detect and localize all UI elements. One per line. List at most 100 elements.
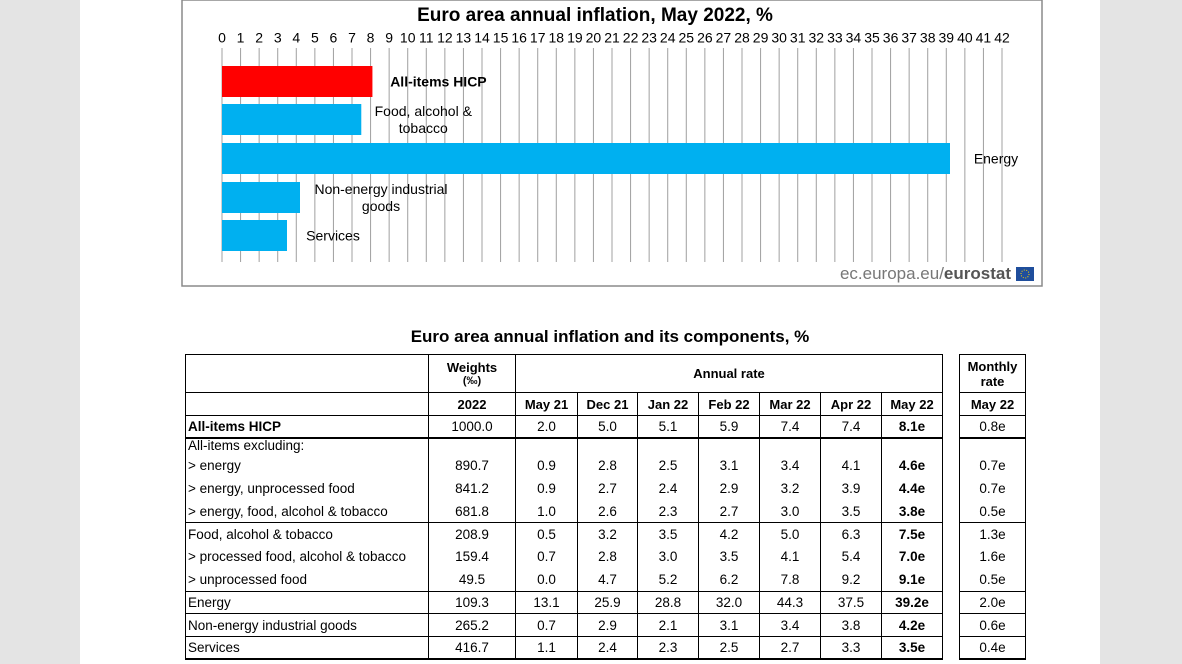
header-monthly: Monthly rate (959, 354, 1026, 393)
table-row: > energy, unprocessed food 841.2 0.9 2.7 2.4… (185, 477, 1026, 500)
annual-rate-cell: 3.2 (759, 477, 821, 500)
weight-cell: 109.3 (428, 590, 516, 614)
x-tick-label: 29 (753, 30, 769, 46)
annual-rate-cell: 3.0 (759, 499, 821, 523)
source: ec.europa.eu/eurostat (840, 264, 1011, 283)
annual-rate-cell: 1.0 (515, 499, 578, 523)
x-tick-label: 21 (604, 30, 620, 46)
row-label: > energy, food, alcohol & tobacco (185, 499, 429, 523)
row-label: Services (185, 636, 429, 661)
spacer (943, 500, 960, 523)
row-label: All-items HICP (185, 415, 429, 440)
x-tick-label: 24 (660, 30, 676, 46)
annual-rate-cell: 4.1 (820, 454, 882, 478)
annual-rate-cell: 2.8 (577, 545, 638, 569)
monthly-rate-cell: 0.8e (959, 415, 1026, 440)
empty-cell (881, 438, 943, 455)
annual-rate-cell: 0.9 (515, 454, 578, 478)
annual-rate-cell: 2.0 (515, 415, 578, 440)
annual-rate-cell: 5.0 (759, 522, 821, 546)
empty-cell (637, 438, 699, 455)
row-label: > unprocessed food (185, 568, 429, 592)
spacer (943, 545, 960, 568)
empty-cell (820, 438, 882, 455)
x-tick-label: 7 (348, 30, 356, 46)
row-label: All-items excluding: (185, 438, 429, 455)
source-domain: ec.europa.eu/ (840, 264, 944, 283)
annual-rate-cell: 25.9 (577, 590, 638, 614)
monthly-rate-cell: 1.6e (959, 545, 1026, 569)
empty-cell (959, 438, 1026, 455)
spacer (943, 523, 960, 546)
x-tick-label: 30 (771, 30, 787, 46)
x-tick-label: 15 (493, 30, 509, 46)
annual-rate-cell: 3.8 (820, 613, 882, 637)
row-label: > processed food, alcohol & tobacco (185, 545, 429, 569)
x-tick-label: 25 (678, 30, 694, 46)
monthly-rate-cell: 0.7e (959, 454, 1026, 478)
annual-rate-cell: 7.0e (881, 545, 943, 569)
header-monthly-period: May 22 (959, 392, 1026, 416)
x-tick-label: 19 (567, 30, 583, 46)
annual-rate-cell: 3.8e (881, 499, 943, 523)
table: Weights (‰) Annual rate Monthly rate 2022 May… (185, 354, 1026, 661)
row-label: Non-energy industrial goods (185, 613, 429, 637)
bar (222, 66, 373, 97)
annual-rate-cell: 3.9 (820, 477, 882, 500)
weight-cell: 49.5 (428, 568, 516, 592)
annual-rate-cell: 2.7 (577, 477, 638, 500)
category-label: Non-energy industrial goods (314, 180, 448, 214)
annual-rate-cell: 2.9 (698, 477, 760, 500)
header-period: Jan 22 (637, 392, 699, 416)
annual-rate-cell: 2.4 (637, 477, 699, 500)
monthly-rate-cell: 0.6e (959, 613, 1026, 637)
annual-rate-cell: 3.4 (759, 613, 821, 637)
category-label: Food, alcohol & tobacco (374, 102, 472, 136)
annual-rate-cell: 28.8 (637, 590, 699, 614)
x-tick-label: 33 (827, 30, 843, 46)
x-tick-label: 34 (846, 30, 862, 46)
x-tick-label: 38 (920, 30, 936, 46)
header-row: 2022 May 21 Dec 21 Jan 22 Feb 22 Mar 22 Apr 22… (185, 392, 1026, 416)
annual-rate-cell: 4.6e (881, 454, 943, 478)
annual-rate-cell: 4.4e (881, 477, 943, 500)
table-row: All-items excluding: (185, 438, 1026, 455)
row-label: > energy (185, 454, 429, 478)
x-tick-label: 18 (548, 30, 564, 46)
annual-rate-cell: 0.7 (515, 613, 578, 637)
spacer (943, 355, 960, 393)
annual-rate-cell: 2.6 (577, 499, 638, 523)
spacer (943, 637, 960, 660)
table-row: Energy 109.3 13.1 25.9 28.8 32.0 44.3 37.5 39.2e… (185, 590, 1026, 614)
x-tick-label: 28 (734, 30, 750, 46)
annual-rate-cell: 4.7 (577, 568, 638, 592)
weight-cell: 841.2 (428, 477, 516, 500)
bar (222, 104, 362, 135)
category-label: Services (306, 227, 360, 243)
annual-rate-cell: 7.4 (820, 415, 882, 440)
monthly-rate-cell: 2.0e (959, 590, 1026, 614)
monthly-rate-cell: 0.5e (959, 568, 1026, 592)
annual-rate-cell: 4.2e (881, 613, 943, 637)
x-tick-label: 22 (623, 30, 639, 46)
annual-rate-cell: 6.3 (820, 522, 882, 546)
header-cell (185, 392, 429, 416)
source-brand: eurostat (944, 264, 1011, 283)
flag (1016, 267, 1034, 281)
x-tick-label: 23 (641, 30, 657, 46)
annual-rate-cell: 3.0 (637, 545, 699, 569)
empty-cell (698, 438, 760, 455)
table-row: > processed food, alcohol & tobacco 159.4… (185, 545, 1026, 569)
x-tick-label: 0 (218, 30, 226, 46)
annual-rate-cell: 4.2 (698, 522, 760, 546)
chart-title: Euro area annual inflation, May 2022, % (417, 5, 773, 26)
spacer (943, 477, 960, 500)
annual-rate-cell: 2.5 (698, 636, 760, 661)
x-tick-label: 11 (419, 30, 434, 46)
x-tick-label: 27 (716, 30, 732, 46)
x-tick-label: 9 (385, 30, 393, 46)
chart: Euro area annual inflation, May 2022, % … (181, 0, 1043, 287)
annual-rate-cell: 5.9 (698, 415, 760, 440)
weight-cell: 208.9 (428, 522, 516, 546)
